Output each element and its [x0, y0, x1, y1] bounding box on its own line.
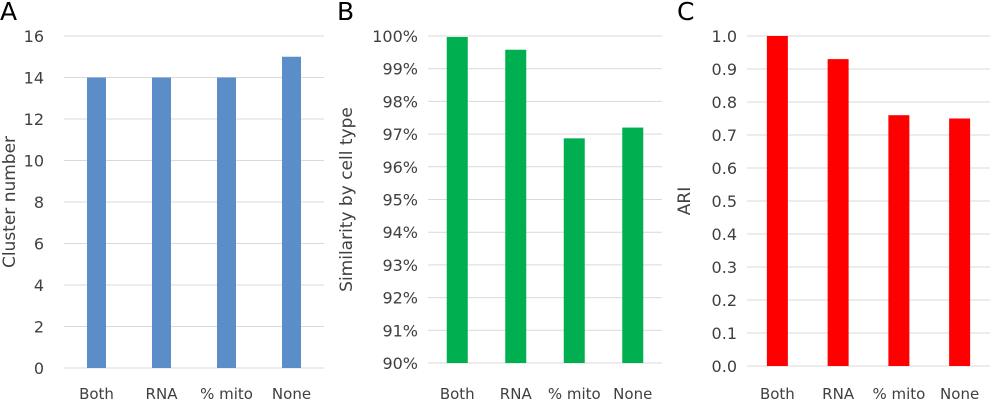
x-tick-label: RNA: [822, 385, 855, 403]
bar: [766, 36, 788, 366]
y-tick-label: 0.7: [712, 126, 737, 145]
panel-label: A: [0, 0, 17, 26]
x-tick-label: Both: [440, 385, 475, 403]
y-tick-label: 0.1: [712, 324, 737, 343]
y-tick-label: 14: [24, 69, 44, 88]
bar: [563, 138, 585, 363]
y-tick-label: 1.0: [712, 27, 737, 46]
x-tick-label: % mito: [548, 385, 601, 403]
y-tick-label: 95%: [382, 191, 418, 210]
x-tick-label: % mito: [872, 385, 925, 403]
y-tick-label: 91%: [382, 321, 418, 340]
x-tick-label: RNA: [146, 385, 179, 403]
bar: [282, 56, 301, 368]
y-tick-label: 6: [34, 235, 44, 254]
bar: [152, 77, 171, 368]
x-tick-label: None: [940, 385, 979, 403]
y-tick-label: 0.0: [712, 357, 737, 376]
bar: [217, 77, 236, 368]
y-tick-label: 16: [24, 27, 44, 46]
y-tick-label: 92%: [382, 289, 418, 308]
bar: [622, 127, 644, 363]
x-tick-label: Both: [79, 385, 114, 403]
x-tick-label: None: [613, 385, 652, 403]
panel-a: 0 2 4 6 8 10 12 14 16 Both RNA % mito None Cluster nu…: [0, 0, 324, 403]
y-axis-label: ARI: [675, 187, 695, 215]
panel-label: B: [337, 0, 354, 26]
y-tick-label: 0: [34, 359, 44, 378]
y-tick-label: 0.6: [712, 159, 737, 178]
x-tick-label: Both: [760, 385, 795, 403]
y-tick-label: 0.5: [712, 192, 737, 211]
y-tick-label: 0.9: [712, 60, 737, 79]
y-tick-label: 93%: [382, 256, 418, 275]
bar: [87, 77, 106, 368]
y-tick-label: 99%: [382, 60, 418, 79]
y-tick-label: 96%: [382, 158, 418, 177]
x-tick-label: None: [272, 385, 311, 403]
y-tick-label: 90%: [382, 354, 418, 373]
panel-b: 90% 91% 92% 93% 94% 95% 96% 97% 98% 99% 100% Both RN…: [337, 0, 662, 403]
y-tick-label: 2: [34, 318, 44, 337]
panel-label: C: [677, 0, 694, 26]
y-tick-label: 0.8: [712, 93, 737, 112]
bar: [505, 49, 527, 363]
y-tick-label: 94%: [382, 223, 418, 242]
bar: [949, 118, 971, 366]
y-tick-label: 0.2: [712, 291, 737, 310]
y-axis-label: Cluster number: [0, 136, 20, 268]
y-tick-label: 98%: [382, 92, 418, 111]
y-tick-label: 4: [34, 276, 44, 295]
y-tick-label: 12: [24, 110, 44, 129]
y-tick-label: 0.3: [712, 258, 737, 277]
bar: [827, 59, 849, 366]
bar: [446, 36, 468, 364]
x-tick-label: RNA: [500, 385, 533, 403]
y-axis-label: Similarity by cell type: [337, 107, 357, 292]
y-tick-label: 97%: [382, 125, 418, 144]
y-tick-label: 10: [24, 152, 44, 171]
x-tick-label: % mito: [200, 385, 253, 403]
bar: [888, 115, 910, 366]
y-tick-label: 100%: [372, 27, 418, 46]
y-tick-label: 8: [34, 193, 44, 212]
panel-c: 0.0 0.1 0.2 0.3 0.4 0.5 0.6 0.7 0.8 0.9 1.0 Both RNA…: [675, 0, 990, 403]
y-tick-label: 0.4: [712, 225, 737, 244]
